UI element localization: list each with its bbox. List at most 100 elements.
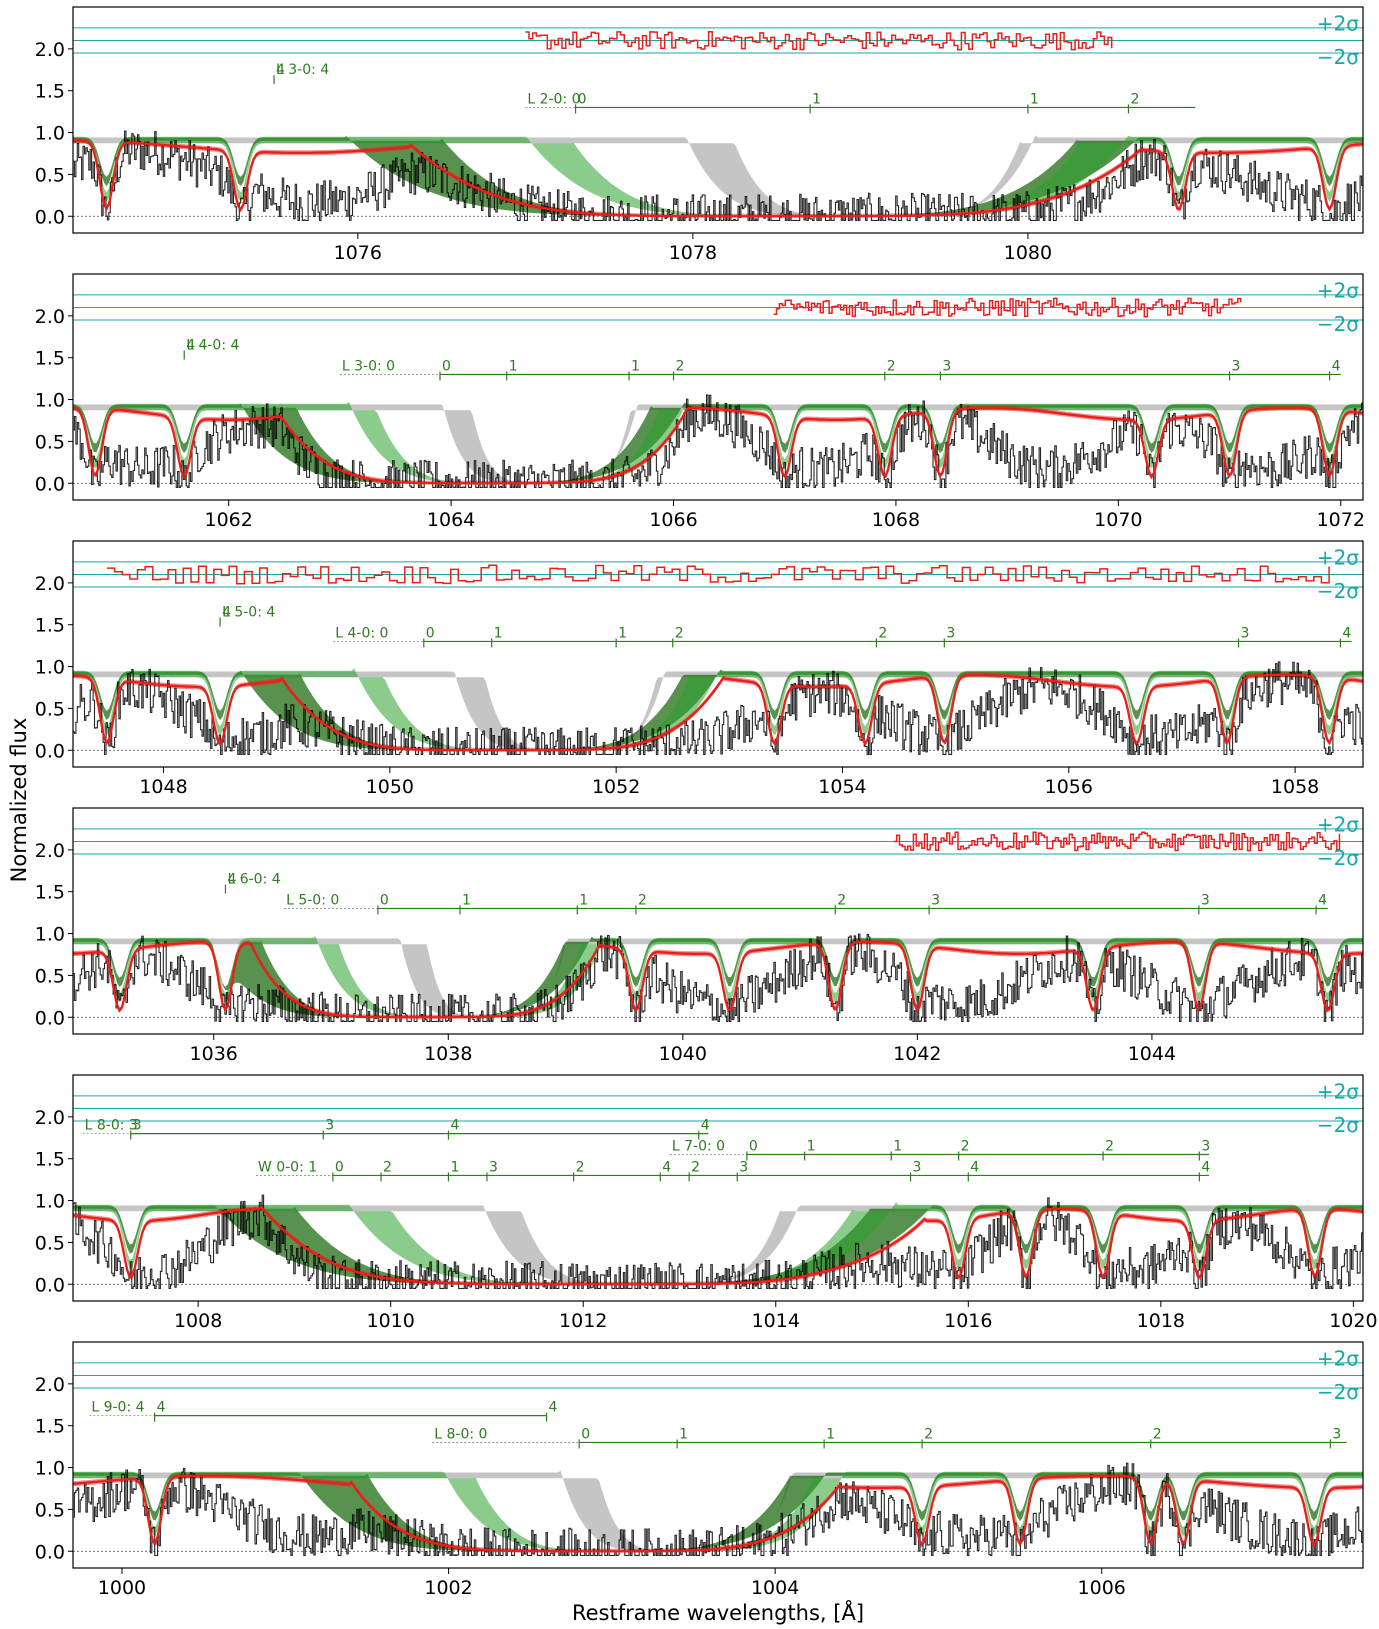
panel-frame [72,540,1364,768]
panel-frame [72,1074,1364,1302]
x-tick-label: 1012 [559,1310,607,1332]
band-mark-label: 3 [1201,1139,1210,1155]
x-tick-label: 1052 [592,776,640,798]
x-tick-label: 1054 [818,776,866,798]
band-label: L 8-0: 3 [85,1118,138,1134]
band-mark-label: 0 [581,1426,590,1442]
band-mark-label: 1 [893,1139,902,1155]
band-mark-label: 3 [739,1159,748,1175]
panel-3: L 5-0: 44L 4-0: 0 0 1 1 2 2 3 3 40.00.51.01.52.0… [35,540,1364,798]
y-tick-label: 1.0 [35,123,65,145]
band-mark-label: 0 [442,358,451,374]
x-tick-label: 1080 [1004,242,1052,264]
y-tick-label: 2.0 [35,306,65,328]
sigma-minus-label: −2σ [1317,846,1359,870]
green-component-band [73,668,1363,751]
model-total-line [73,406,1363,485]
model-total-line [73,940,1363,1019]
band-mark-label: 3 [489,1159,498,1175]
x-tick-label: 1004 [751,1577,799,1599]
y-tick-label: 0.5 [35,698,65,720]
band-mark-label: 3 [1201,892,1210,908]
band-mark-label: 1 [618,625,627,641]
residual-line [106,564,1330,585]
x-tick-label: 1066 [649,509,697,531]
band-mark-label: 2 [576,1159,585,1175]
plot-area: L 9-0: 4 4 4 L 8-0: 0 0 1 1 2 2 3 [73,1362,1363,1556]
band-mark-label: 0 [749,1139,758,1155]
y-tick-label: 0.5 [35,965,65,987]
band-label: L 4-0: 4 [186,338,239,354]
model-uncertainty-band [73,672,1363,751]
sigma-minus-label: −2σ [1317,1380,1359,1404]
darkgreen-component-band [73,1472,1363,1552]
band-mark-label: 2 [675,625,684,641]
panel-4: L 6-0: 44L 5-0: 0 0 1 1 2 2 3 3 40.00.51.01.52.0… [35,807,1364,1065]
x-tick-label: 1002 [424,1577,472,1599]
y-tick-label: 1.5 [35,615,65,637]
green-component-band [73,1202,1363,1285]
band-mark-label: 4 [227,872,236,888]
sigma-plus-label: +2σ [1317,12,1359,36]
model-uncertainty-band [73,1204,1363,1285]
band-mark-label: 4 [701,1118,710,1134]
sigma-minus-label: −2σ [1317,45,1359,69]
band-mark-label: 4 [1332,358,1341,374]
band-label: L 7-0: 0 [672,1139,725,1155]
band-label: L 3-0: 4 [276,62,329,78]
band-mark-label: 4 [1342,625,1351,641]
x-tick-label: 1036 [190,1043,238,1065]
y-tick-label: 0.0 [35,1541,65,1563]
model-total-line [73,1205,1363,1286]
model-total-line [73,673,1363,752]
band-mark-label: 1 [631,358,640,374]
x-tick-label: 1006 [1078,1577,1126,1599]
band-mark-label: 3 [931,892,940,908]
x-tick-label: 1044 [1128,1043,1176,1065]
x-tick-label: 1010 [367,1310,415,1332]
green-component-band [73,135,1363,217]
band-mark-label: 2 [837,892,846,908]
band-mark-label: 1 [679,1426,688,1442]
band-mark-label: 4 [662,1159,671,1175]
band-mark-label: 4 [450,1118,459,1134]
observed-spectrum [73,1194,1363,1289]
band-mark-label: 1 [494,625,503,641]
band-mark-label: 4 [186,338,195,354]
panel-2: L 4-0: 44L 3-0: 0 0 1 1 2 2 3 3 40.00.51.01.52.0… [35,273,1365,531]
band-label: L 6-0: 4 [227,872,280,888]
sigma-plus-label: +2σ [1317,813,1359,837]
band-mark-label: 2 [878,625,887,641]
y-tick-label: 0.0 [35,206,65,228]
band-mark-label: 1 [1030,91,1039,107]
band-mark-label: 2 [1153,1426,1162,1442]
y-tick-label: 0.5 [35,431,65,453]
band-mark-label: 1 [462,892,471,908]
x-tick-label: 1014 [752,1310,800,1332]
band-mark-label: 3 [942,358,951,374]
band-mark-label: 4 [1318,892,1327,908]
model-total-line [73,139,1363,218]
sigma-minus-label: −2σ [1317,1113,1359,1137]
x-tick-label: 1062 [205,509,253,531]
band-mark-label: 4 [276,62,285,78]
x-tick-label: 1068 [872,509,920,531]
plot-area: L 3-0: 44 L 2-0: 00 1 1 2 [73,27,1363,221]
band-label: L 2-0: 0 [527,91,580,107]
x-tick-label: 1050 [366,776,414,798]
residual-line [773,297,1242,318]
y-tick-label: 1.0 [35,924,65,946]
band-mark-label: 3 [1332,1426,1341,1442]
y-tick-label: 2.0 [35,39,65,61]
sigma-plus-label: +2σ [1317,546,1359,570]
x-tick-label: 1008 [174,1310,222,1332]
x-tick-label: 1076 [334,242,382,264]
sigma-minus-label: −2σ [1317,579,1359,603]
y-axis-title: Normalized flux [7,718,31,883]
band-mark-label: 2 [383,1159,392,1175]
observed-spectrum [73,661,1363,755]
band-label: L 5-0: 0 [286,892,339,908]
